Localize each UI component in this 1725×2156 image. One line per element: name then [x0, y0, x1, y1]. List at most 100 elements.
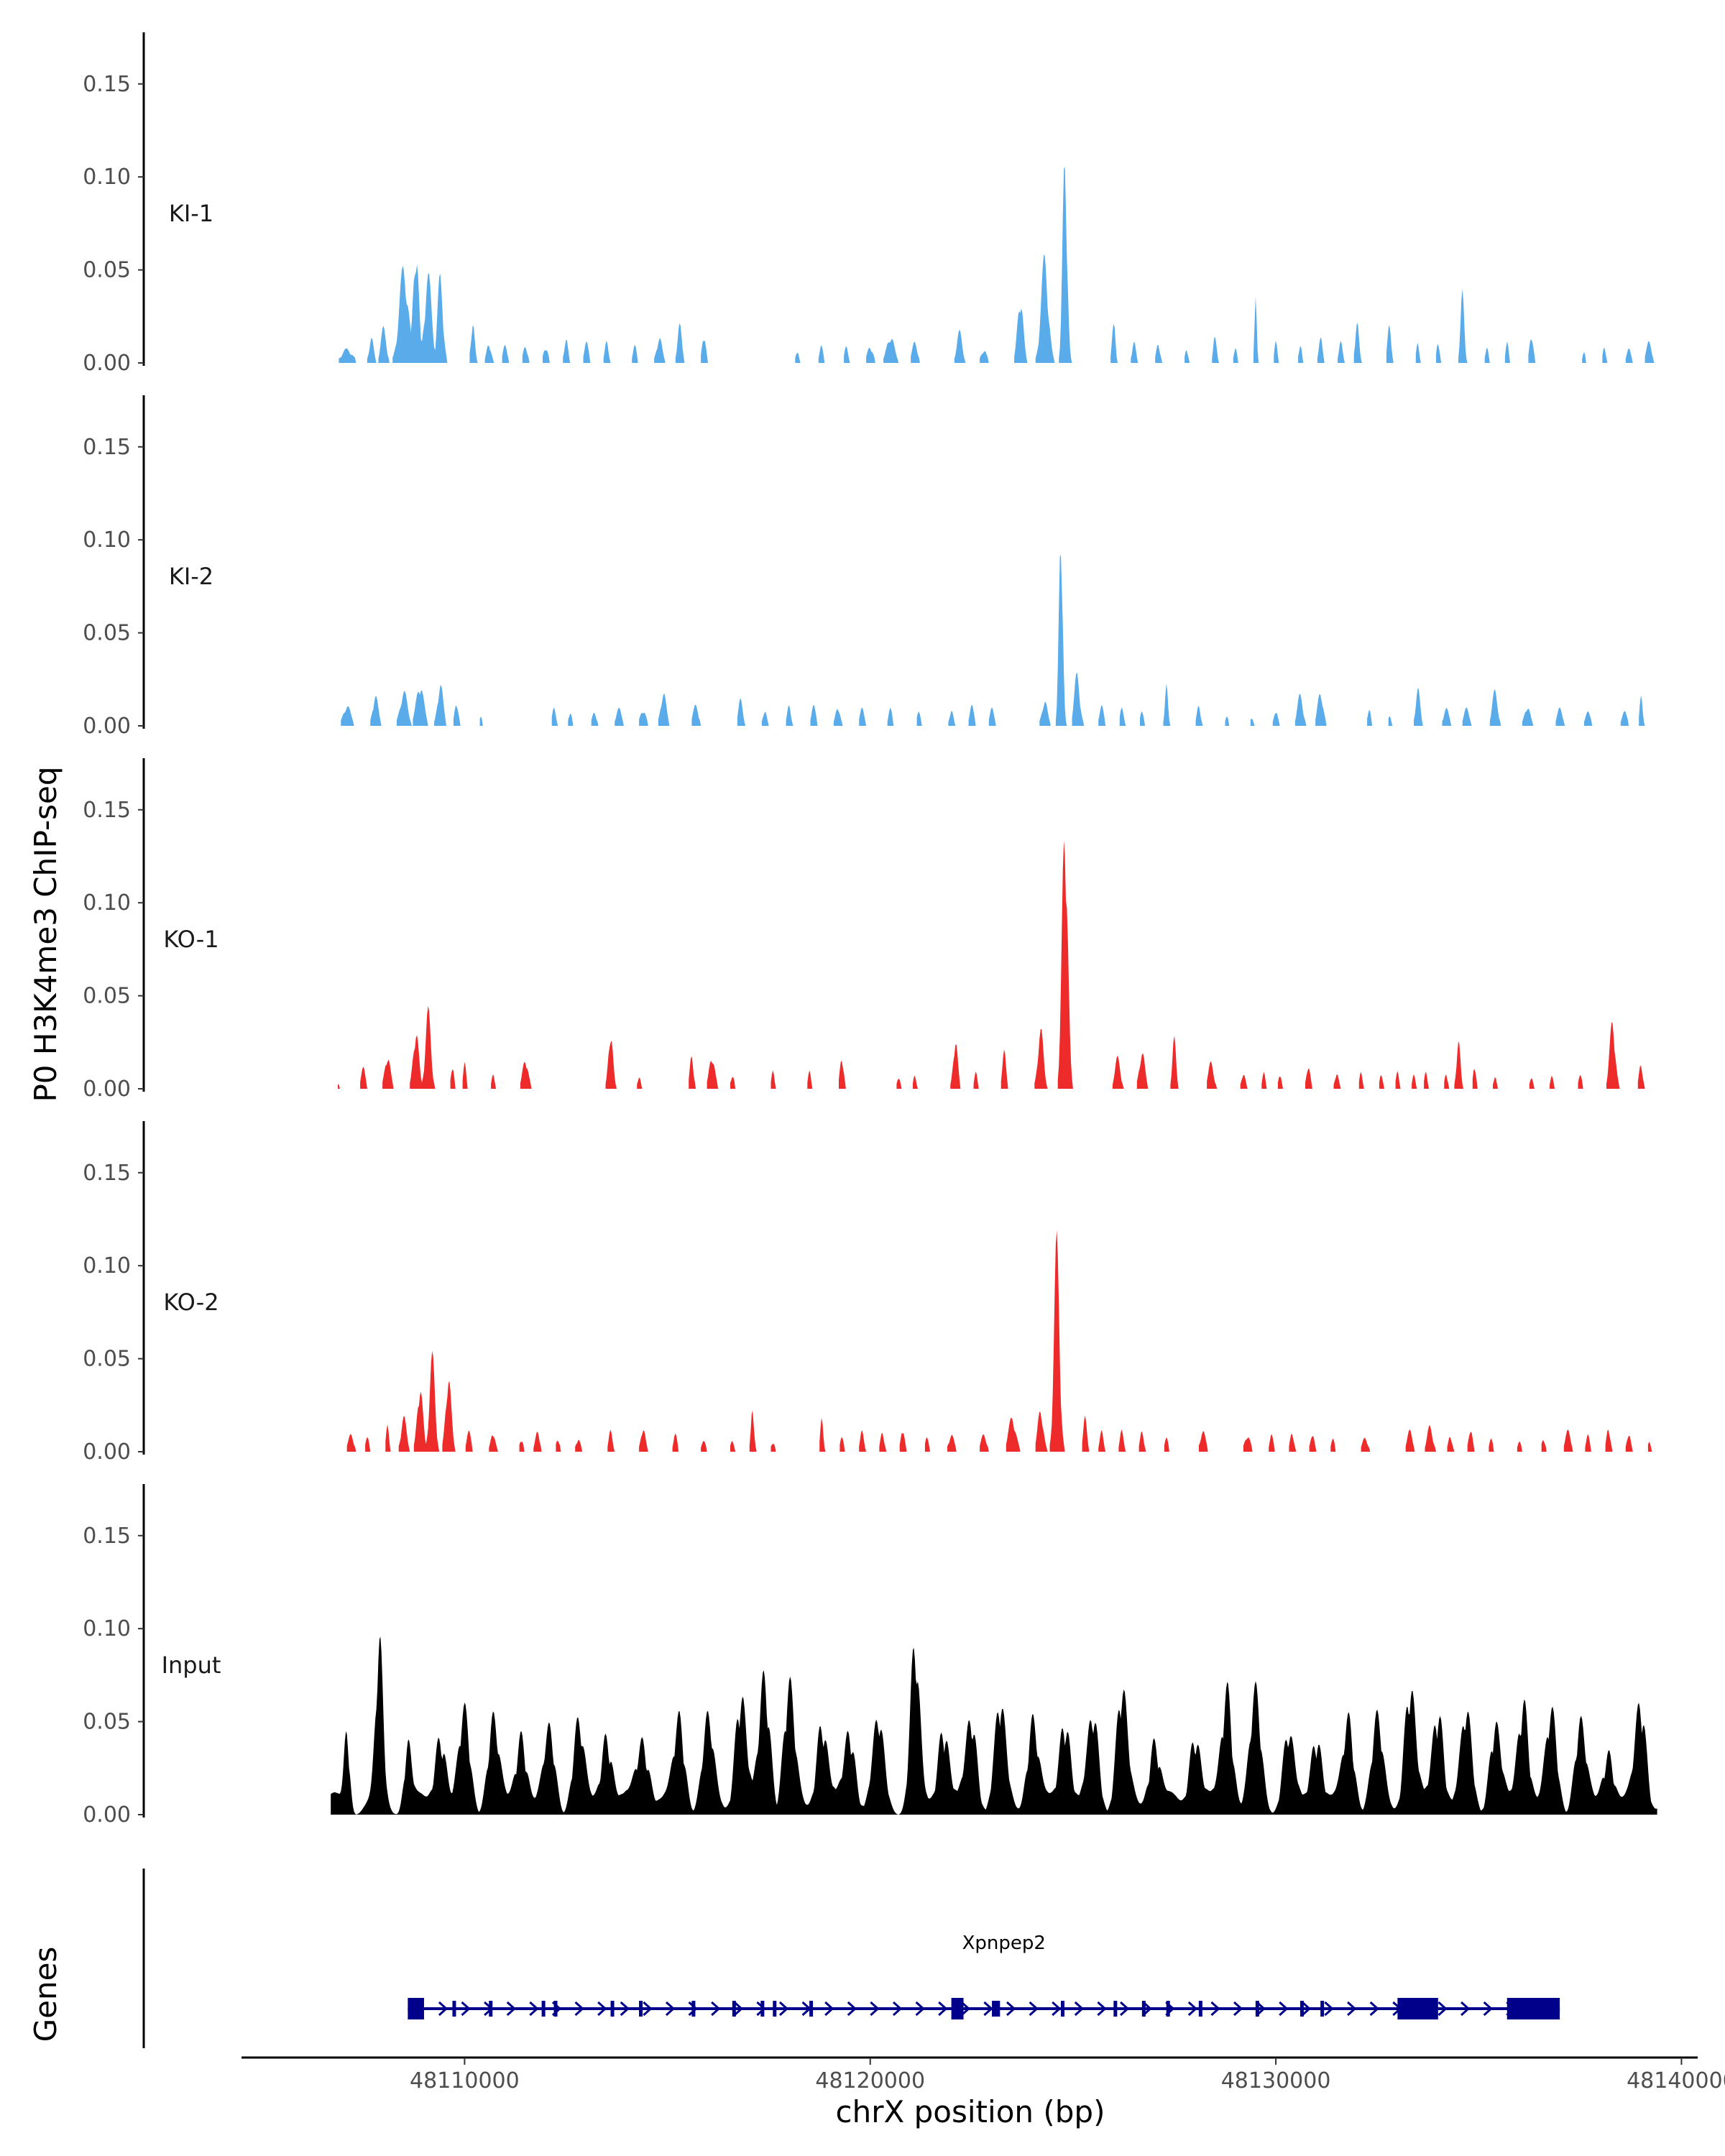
gene-exon [1198, 2001, 1202, 2017]
gene-strand-arrow [1301, 2001, 1312, 2017]
track-ko-1: 0.00 0.05 0.10 0.15 KO-1 [83, 758, 1645, 1102]
gene-strand-arrow [1074, 2001, 1085, 2017]
track-label: KI-2 [169, 563, 213, 590]
y-tick-label: 0.15 [83, 1524, 131, 1549]
gene-strand-arrow [711, 2001, 721, 2017]
gene-strand-arrow [620, 2001, 630, 2017]
gene-exon [1397, 1998, 1438, 2019]
gene-exon [489, 2001, 493, 2017]
gene-exon [1300, 2001, 1304, 2017]
track-signal-area [338, 840, 1645, 1089]
y-tick-label: 0.10 [83, 1253, 131, 1279]
y-tick-label: 0.00 [83, 1077, 131, 1102]
track-label: KO-1 [163, 926, 218, 953]
y-tick-label: 0.15 [83, 435, 131, 460]
track-ki-2: 0.00 0.05 0.10 0.15 KI-2 [83, 395, 1645, 739]
y-tick-label: 0.05 [83, 621, 131, 646]
gene-strand-arrow [1052, 2001, 1062, 2017]
track-label: Input [162, 1651, 221, 1679]
gene-strand-arrow [1460, 2001, 1471, 2017]
gene-exon [610, 2001, 615, 2017]
gene-strand-arrow [1233, 2001, 1243, 2017]
y-tick-label: 0.00 [83, 1439, 131, 1465]
gene-strand-arrow [892, 2001, 903, 2017]
gene-strand-arrow [643, 2001, 653, 2017]
y-tick-label: 0.10 [83, 890, 131, 916]
gene-strand-arrow [1006, 2001, 1016, 2017]
gene-exon [1255, 2001, 1259, 2017]
gene-strand-arrow [506, 2001, 516, 2017]
track-ki-1: 0.00 0.05 0.10 0.15 KI-1 [83, 32, 1655, 376]
x-tick-label: 48120000 [815, 2068, 925, 2093]
gene-strand-arrow [915, 2001, 925, 2017]
gene-strand-arrow [733, 2001, 744, 2017]
x-axis-title: chrX position (bp) [836, 2094, 1105, 2129]
y-tick-label: 0.05 [83, 1347, 131, 1372]
gene-panel: Xpnpep2 [142, 1869, 1560, 2048]
gene-strand-arrow [1142, 2001, 1152, 2017]
gene-strand-arrow [983, 2001, 993, 2017]
y-tick-label: 0.00 [83, 1802, 131, 1828]
gene-strand-arrow [960, 2001, 971, 2017]
y-tick-label: 0.15 [83, 1161, 131, 1186]
gene-strand-arrow [1279, 2001, 1289, 2017]
gene-exon [452, 2001, 456, 2017]
gene-strand-arrow [1483, 2001, 1493, 2017]
gene-strand-arrow [1438, 2001, 1448, 2017]
gene-strand-arrow [1120, 2001, 1130, 2017]
gene-exon [553, 2001, 558, 2017]
y-axis-title: P0 H3K4me3 ChIP-seq [28, 766, 63, 1102]
y-tick-label: 0.05 [83, 984, 131, 1009]
gene-strand-arrow [1187, 2001, 1198, 2017]
gene-exon [760, 2001, 765, 2017]
x-tick-label: 48140000 [1627, 2068, 1725, 2093]
track-ko-2: 0.00 0.05 0.10 0.15 KO-2 [83, 1121, 1652, 1465]
gene-strand-arrow [574, 2001, 584, 2017]
genes-axis-title: Genes [28, 1947, 63, 2042]
gene-strand-arrow [665, 2001, 676, 2017]
gene-exon [809, 2001, 814, 2017]
y-tick-label: 0.15 [83, 72, 131, 97]
gene-strand-arrow [461, 2001, 471, 2017]
gene-strand-arrow [597, 2001, 607, 2017]
tracks-layer: 0.00 0.05 0.10 0.15 KI-1 0.00 0.05 0.10 0.15 KI-2… [83, 32, 1657, 1828]
gene-strand-arrow [438, 2001, 448, 2017]
x-tick-label: 48130000 [1221, 2068, 1331, 2093]
gene-exon [1320, 2001, 1325, 2017]
gene-exon [691, 2001, 696, 2017]
gene-strand-arrow [1210, 2001, 1220, 2017]
track-signal-area [339, 167, 1655, 363]
gene-strand-arrow [688, 2001, 698, 2017]
gene-exon [1113, 2001, 1118, 2017]
gene-strand-arrow [1347, 2001, 1357, 2017]
gene-exon [1166, 2001, 1170, 2017]
gene-exon [639, 2001, 643, 2017]
gene-exon [1060, 2001, 1064, 2017]
y-tick-label: 0.05 [83, 258, 131, 283]
y-tick-label: 0.05 [83, 1710, 131, 1735]
x-axis: 48110000 48120000 48130000 48140000 [242, 2056, 1725, 2093]
y-tick-label: 0.00 [83, 351, 131, 376]
gene-strand-arrow [1097, 2001, 1107, 2017]
gene-strand-arrow [529, 2001, 539, 2017]
gene-strand-arrow [938, 2001, 948, 2017]
gene-strand-arrow [847, 2001, 857, 2017]
track-label: KO-2 [163, 1289, 218, 1316]
gene-exon [1141, 2001, 1146, 2017]
y-tick-label: 0.15 [83, 798, 131, 823]
gene-strand-arrow [1029, 2001, 1039, 2017]
y-tick-label: 0.10 [83, 165, 131, 190]
track-signal-area [341, 554, 1645, 726]
gene-exon [951, 1998, 964, 2019]
gene-strand-arrow [870, 2001, 880, 2017]
gene-strand-arrow [824, 2001, 834, 2017]
y-tick-label: 0.10 [83, 528, 131, 553]
y-tick-label: 0.10 [83, 1616, 131, 1641]
gene-exon [408, 1998, 424, 2019]
gene-exon [773, 2001, 777, 2017]
track-label: KI-1 [169, 200, 213, 227]
gene-exon [541, 2001, 546, 2017]
gene-exon [992, 2001, 1000, 2017]
gene-strand-arrow [1256, 2001, 1266, 2017]
